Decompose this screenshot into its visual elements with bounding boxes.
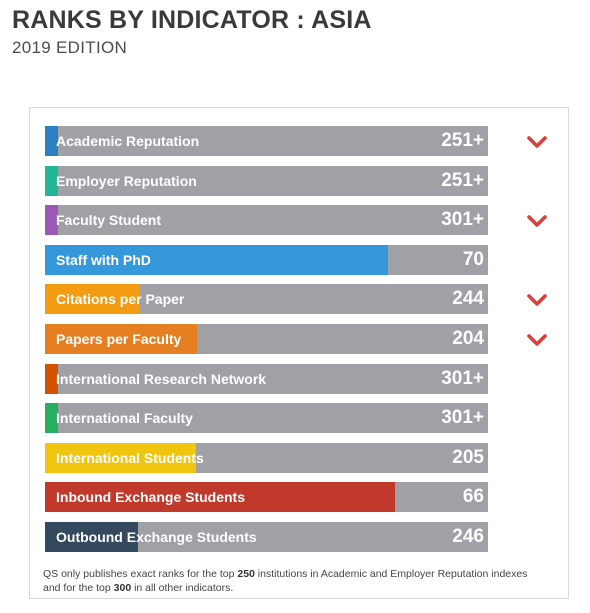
indicator-rank: 205 (452, 446, 484, 468)
footnote-text: in all other indicators. (131, 582, 234, 594)
ranks-panel: Academic Reputation 251+ Employer Reputati… (29, 107, 569, 599)
indicator-row[interactable]: Faculty Student 301+ (45, 205, 547, 236)
indicator-label: International Faculty (56, 410, 193, 427)
indicator-row[interactable]: Inbound Exchange Students 66 (45, 482, 488, 513)
indicator-row[interactable]: Academic Reputation 251+ (45, 126, 547, 156)
indicator-rank: 204 (452, 327, 484, 349)
indicator-row[interactable]: Outbound Exchange Students 246 (45, 521, 488, 552)
footnote-text: institutions in Academic and Employer Re… (43, 568, 528, 594)
indicator-rank: 251+ (441, 169, 484, 191)
edition-subtitle: 2019 EDITION (12, 38, 128, 57)
chevron-down-icon[interactable] (526, 292, 548, 308)
indicator-fill (45, 205, 59, 236)
indicator-label: Staff with PhD (56, 251, 151, 268)
indicator-label: International Students (56, 449, 204, 466)
indicator-label: Citations per Paper (56, 291, 185, 308)
indicator-label: Papers per Faculty (56, 330, 182, 347)
indicator-rank: 66 (462, 486, 484, 508)
indicator-rank: 301+ (441, 407, 484, 429)
indicator-rank: 244 (452, 288, 484, 310)
indicator-label: Academic Reputation (56, 133, 200, 149)
indicator-fill (45, 244, 389, 275)
indicator-fill (45, 323, 197, 354)
indicator-rank: 301+ (441, 209, 484, 231)
footnote-number: 300 (113, 582, 132, 594)
indicator-rank: 246 (452, 525, 484, 547)
indicator-fill (45, 403, 59, 434)
indicator-fill (45, 126, 59, 156)
indicator-label: Outbound Exchange Students (56, 528, 257, 545)
chevron-down-icon[interactable] (526, 332, 548, 348)
indicator-row[interactable]: International Research Network 301+ (45, 363, 488, 394)
chevron-down-icon[interactable] (526, 213, 548, 229)
indicator-fill (45, 363, 59, 394)
footnote-text: QS only publishes exact ranks for the to… (43, 568, 238, 580)
indicator-fill (45, 521, 139, 552)
page-title: RANKS BY INDICATOR : ASIA (12, 6, 372, 34)
indicator-fill (45, 442, 196, 473)
indicator-row[interactable]: International Students 205 (45, 442, 488, 473)
indicator-row[interactable]: International Faculty 301+ (45, 403, 488, 434)
indicator-fill (45, 284, 141, 315)
indicator-label: Employer Reputation (56, 172, 197, 189)
indicator-label: International Research Network (56, 370, 267, 387)
indicator-rank: 70 (462, 248, 484, 270)
footnote-number: 250 (237, 568, 255, 580)
chevron-down-icon[interactable] (526, 134, 548, 150)
indicator-fill (45, 165, 59, 196)
indicator-rank: 251+ (441, 130, 484, 151)
indicator-row[interactable]: Employer Reputation 251+ (45, 165, 488, 196)
footnote: QS only publishes exact ranks for the to… (43, 567, 543, 595)
indicator-rank: 301+ (441, 367, 484, 389)
indicator-label: Inbound Exchange Students (56, 489, 246, 506)
indicator-row[interactable]: Citations per Paper 244 (45, 284, 547, 315)
indicator-row[interactable]: Papers per Faculty 204 (45, 323, 547, 354)
indicator-label: Faculty Student (56, 212, 162, 229)
indicator-row[interactable]: Staff with PhD 70 (45, 244, 488, 275)
indicator-fill (45, 482, 395, 513)
indicator-bars: Academic Reputation 251+ Employer Reputati… (45, 126, 547, 562)
